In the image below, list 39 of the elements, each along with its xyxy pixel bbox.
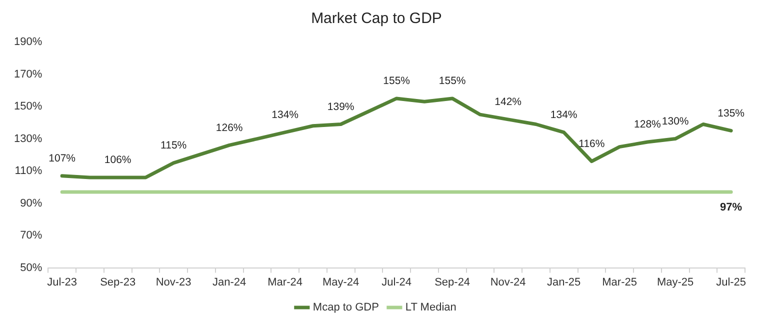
- legend-label: Mcap to GDP: [312, 302, 379, 314]
- x-tick-label: Jul-24: [382, 276, 412, 288]
- data-label: 115%: [160, 140, 187, 152]
- data-label: 97%: [720, 202, 742, 214]
- x-tick-label: May-25: [656, 276, 694, 288]
- data-label: 116%: [578, 138, 605, 150]
- data-label: 134%: [550, 108, 578, 121]
- data-label: 107%: [48, 152, 76, 165]
- x-tick-label: Mar-25: [602, 276, 637, 288]
- x-tick-label: Jan-25: [546, 276, 581, 288]
- x-tick-label: May-24: [322, 276, 360, 288]
- y-tick-label: 90%: [20, 197, 42, 210]
- y-tick-label: 190%: [14, 36, 42, 48]
- data-label: 135%: [718, 107, 744, 120]
- y-tick-label: 130%: [14, 132, 42, 145]
- data-label: 155%: [383, 75, 410, 88]
- x-tick-label: Jul-23: [47, 276, 78, 288]
- data-label: 155%: [438, 75, 466, 88]
- y-tick-label: 70%: [20, 230, 42, 242]
- x-tick-label: Nov-23: [156, 276, 192, 288]
- y-tick-label: 50%: [20, 262, 42, 274]
- data-label: 134%: [272, 108, 298, 121]
- x-tick-label: Mar-24: [268, 276, 302, 288]
- x-tick-label: Jan-24: [212, 276, 246, 288]
- legend-label: LT Median: [405, 302, 456, 314]
- data-label: 130%: [662, 115, 689, 128]
- y-tick-label: 170%: [14, 68, 42, 80]
- chart-title: Market Cap to GDP: [311, 10, 442, 28]
- x-tick-label: Jul-25: [716, 276, 746, 288]
- data-label: 139%: [327, 100, 354, 113]
- data-label: 126%: [216, 122, 243, 134]
- data-label: 142%: [494, 96, 522, 108]
- data-label: 106%: [104, 154, 132, 166]
- data-label: 128%: [634, 118, 661, 131]
- y-tick-label: 150%: [14, 100, 42, 113]
- x-tick-label: Sep-23: [100, 276, 136, 288]
- x-tick-label: Nov-24: [490, 276, 526, 288]
- x-tick-label: Sep-24: [434, 276, 470, 288]
- y-tick-label: 110%: [14, 165, 42, 178]
